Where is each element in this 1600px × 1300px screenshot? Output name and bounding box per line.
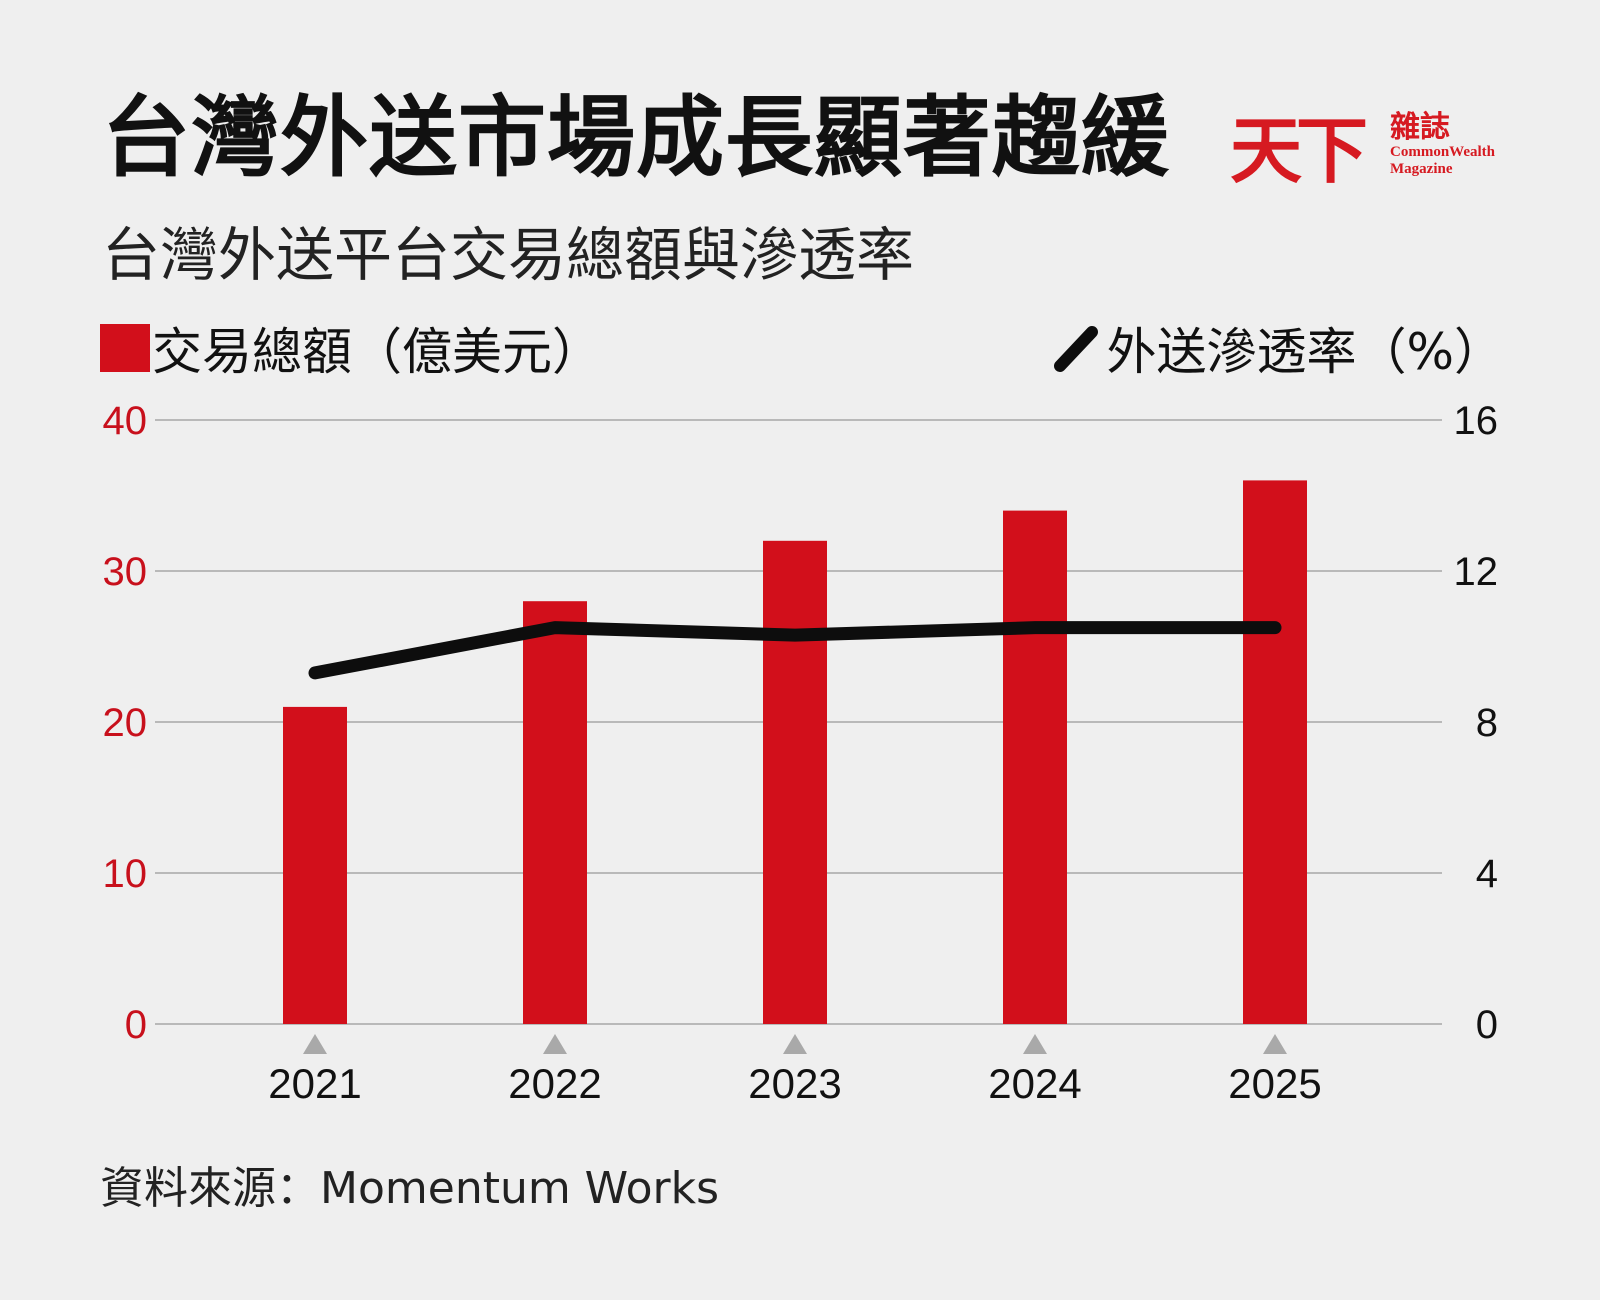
- category-marker: [543, 1034, 567, 1054]
- bar: [523, 601, 587, 1024]
- x-tick-label: 2024: [988, 1060, 1081, 1107]
- left-tick-label: 30: [103, 550, 148, 594]
- legend-line-label: 外送滲透率（%）: [1106, 323, 1504, 381]
- x-tick-label: 2025: [1228, 1060, 1321, 1107]
- legend-line-swatch: [1054, 326, 1099, 372]
- right-tick-label: 4: [1476, 852, 1498, 896]
- legend-line: 外送滲透率（%）: [1052, 312, 1504, 384]
- category-marker: [783, 1034, 807, 1054]
- legend-bar: 交易總額（億美元）: [100, 312, 602, 384]
- logo-zh-small: 雜誌: [1390, 110, 1450, 145]
- bar: [763, 540, 827, 1024]
- right-tick-label: 16: [1454, 399, 1499, 443]
- logo-en: CommonWealth Magazine: [1390, 144, 1495, 177]
- right-tick-label: 0: [1476, 1003, 1498, 1047]
- left-tick-label: 10: [103, 852, 148, 896]
- penetration-line: [308, 621, 1282, 680]
- logo-zh-big: 天下: [1230, 108, 1368, 193]
- category-marker: [1263, 1034, 1287, 1054]
- category-marker: [303, 1034, 327, 1054]
- bar: [283, 706, 347, 1024]
- left-tick-label: 0: [125, 1003, 147, 1047]
- logo-en-line2: Magazine: [1390, 160, 1453, 177]
- source-note: 資料來源：Momentum Works: [100, 1163, 720, 1214]
- right-tick-label: 8: [1476, 701, 1498, 745]
- right-tick-label: 12: [1454, 550, 1499, 594]
- x-tick-label: 2022: [508, 1060, 601, 1107]
- chart-title: 台灣外送市場成長顯著趨緩: [102, 86, 1171, 189]
- bar: [1243, 480, 1307, 1024]
- legend-bar-swatch: [100, 324, 150, 372]
- left-tick-label: 40: [103, 399, 148, 443]
- left-tick-label: 20: [103, 701, 148, 745]
- bar: [1003, 510, 1067, 1025]
- chart-subtitle: 台灣外送平台交易總額與滲透率: [102, 221, 915, 289]
- logo-en-line1: CommonWealth: [1390, 144, 1495, 160]
- category-marker: [1023, 1034, 1047, 1054]
- x-tick-label: 2023: [748, 1060, 841, 1107]
- commonwealth-logo: 天下 雜誌 CommonWealth Magazine: [1230, 100, 1510, 193]
- legend-bar-label: 交易總額（億美元）: [152, 323, 602, 381]
- x-tick-label: 2021: [268, 1060, 361, 1107]
